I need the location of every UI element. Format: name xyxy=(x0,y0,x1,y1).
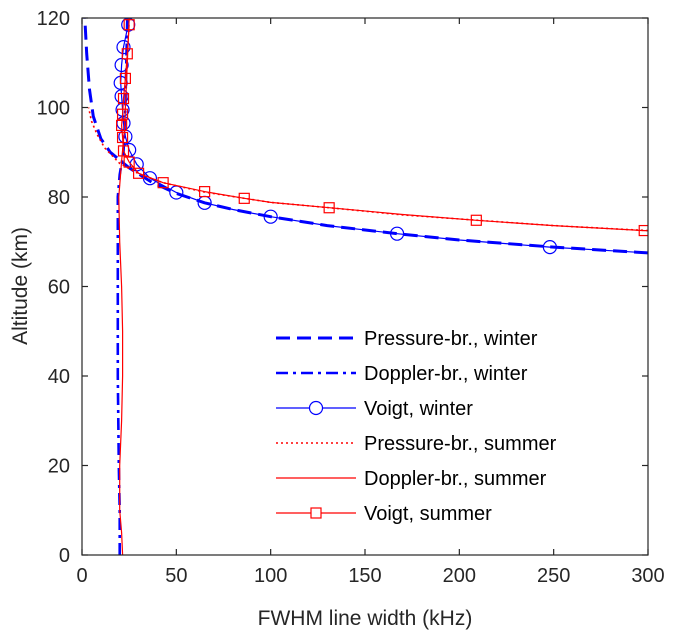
data-point-square xyxy=(323,202,335,214)
series-line-5 xyxy=(120,24,648,232)
data-point-square xyxy=(116,119,128,132)
y-tick-label: 120 xyxy=(37,8,70,30)
data-point-square xyxy=(117,145,130,157)
series-layer xyxy=(83,18,648,555)
data-point-square xyxy=(238,192,250,204)
x-tick-label: 250 xyxy=(537,565,570,587)
x-tick-label: 0 xyxy=(76,565,87,587)
data-point-circle xyxy=(389,226,405,241)
legend-marker-square xyxy=(310,507,322,519)
data-point-square xyxy=(123,156,135,168)
ticks-layer: 0 50 100 150 200 250 300 0 20 40 60 80 100 120 xyxy=(37,8,665,587)
data-point-square xyxy=(117,92,130,105)
y-tick-label: 80 xyxy=(48,187,70,209)
legend-label: Pressure-br., winter xyxy=(364,328,538,350)
x-tick-label: 150 xyxy=(348,565,381,587)
data-point-circle xyxy=(114,57,129,73)
series-line-4 xyxy=(118,18,130,555)
x-tick-label: 200 xyxy=(443,565,476,587)
data-point-square xyxy=(470,214,482,226)
legend-label: Doppler-br., summer xyxy=(364,468,547,490)
y-tick-label: 0 xyxy=(59,545,70,567)
data-point-square xyxy=(116,131,129,144)
data-point-circle xyxy=(542,240,557,255)
legend: Pressure-br., winter Doppler-br., winter V… xyxy=(276,328,557,525)
data-point-square xyxy=(116,108,129,120)
legend-label: Pressure-br., summer xyxy=(364,433,557,455)
x-tick-label: 100 xyxy=(254,565,287,587)
data-point-square xyxy=(133,167,145,179)
legend-label: Voigt, winter xyxy=(364,398,473,420)
legend-label: Voigt, summer xyxy=(364,503,492,525)
data-point-square xyxy=(123,19,135,31)
y-tick-label: 60 xyxy=(48,277,70,299)
y-tick-label: 40 xyxy=(48,366,70,388)
x-tick-label: 50 xyxy=(165,565,187,587)
y-axis-title: Altitude (km) xyxy=(9,227,32,345)
legend-label: Doppler-br., winter xyxy=(364,363,528,385)
x-axis-title: FWHM line width (kHz) xyxy=(258,607,473,630)
data-point-square xyxy=(121,48,133,60)
data-point-circle xyxy=(116,39,131,55)
data-point-square xyxy=(199,186,211,198)
data-point-square xyxy=(119,72,131,85)
data-point-square xyxy=(638,224,648,237)
x-tick-label: 300 xyxy=(631,565,664,587)
legend-marker-circle xyxy=(308,400,324,416)
data-point-circle xyxy=(263,209,278,224)
y-tick-label: 100 xyxy=(37,98,70,120)
y-tick-label: 20 xyxy=(48,456,70,478)
data-point-square xyxy=(157,177,169,189)
plot-area xyxy=(82,18,648,555)
